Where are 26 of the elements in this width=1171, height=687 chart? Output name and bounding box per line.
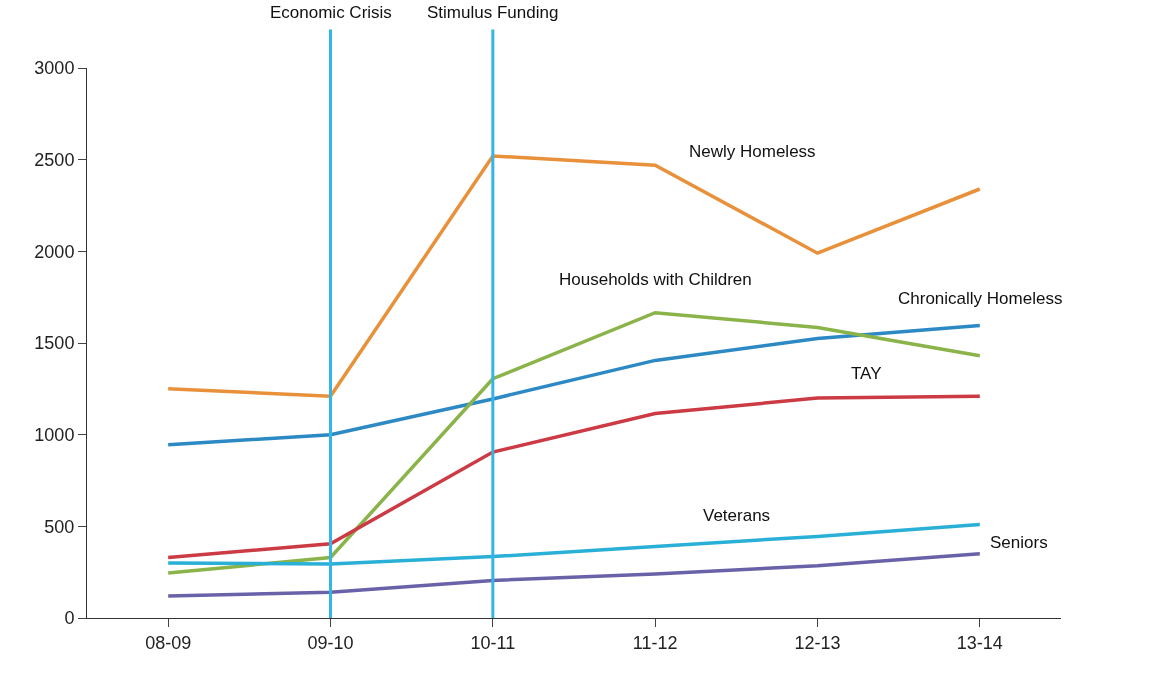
x-tick-label: 11-12 xyxy=(632,632,678,653)
ref-line-label: Economic Crisis xyxy=(270,3,392,22)
y-tick-label: 2500 xyxy=(34,149,75,170)
x-tick-label: 10-11 xyxy=(470,632,516,653)
line-series xyxy=(166,522,982,566)
series-label: Newly Homeless xyxy=(689,142,816,161)
series-label: Households with Children xyxy=(559,270,752,289)
series-label: TAY xyxy=(851,364,882,383)
line-series xyxy=(166,311,982,575)
x-tick-label: 13-14 xyxy=(956,632,1003,653)
series-label: Seniors xyxy=(990,533,1048,552)
line-series xyxy=(166,323,982,447)
y-tick-label: 2000 xyxy=(34,241,75,262)
line-series xyxy=(166,552,982,598)
y-tick-label: 1000 xyxy=(34,424,75,445)
y-tick-label: 0 xyxy=(64,608,75,629)
y-tick-label: 1500 xyxy=(34,333,75,354)
x-tick-label: 12-13 xyxy=(794,632,841,653)
line-series xyxy=(166,394,982,560)
ref-line-label: Stimulus Funding xyxy=(427,3,559,22)
x-tick-label: 09-10 xyxy=(307,632,354,653)
series-label: Veterans xyxy=(703,506,771,525)
x-tick-label: 08-09 xyxy=(145,632,192,653)
y-tick-label: 500 xyxy=(44,516,75,537)
y-tick-label: 3000 xyxy=(34,58,75,79)
series-label: Chronically Homeless xyxy=(898,289,1063,308)
